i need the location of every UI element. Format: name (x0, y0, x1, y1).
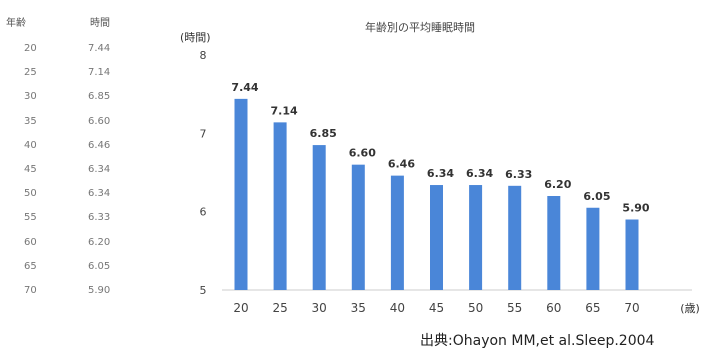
data-label: 5.90 (622, 202, 649, 215)
table-cell-value: 6.85 (88, 91, 111, 103)
table-cell-value: 7.44 (88, 43, 111, 54)
x-tick-label: 35 (351, 301, 366, 315)
bar-45 (430, 185, 443, 290)
x-tick-label: 50 (468, 301, 483, 315)
data-label: 6.34 (466, 167, 493, 180)
table-cell-age: 30 (24, 91, 37, 103)
table-cell-age: 70 (24, 285, 37, 296)
table-cell-value: 5.90 (88, 285, 111, 296)
chart-title: 年齢別の平均睡眠時間 (365, 20, 475, 34)
y-tick-label: 6 (200, 206, 207, 219)
data-label: 6.33 (505, 168, 532, 181)
y-tick-label: 7 (200, 127, 207, 140)
x-tick-label: 20 (233, 301, 248, 315)
bars (234, 98, 639, 290)
bar-65 (586, 207, 600, 290)
y-axis-label: (時間) (180, 31, 211, 44)
x-axis-unit: (歳) (680, 302, 700, 315)
table-cell-value: 6.33 (88, 212, 111, 224)
bar-60 (547, 196, 561, 290)
bar-30 (312, 145, 326, 290)
table-cell-age: 45 (24, 164, 37, 175)
bar-35 (351, 164, 365, 290)
table-cell-value: 7.14 (88, 67, 111, 79)
table-cell-age: 65 (24, 260, 37, 272)
x-ticks: 20 25 30 35 40 45 50 55 60 65 70 (233, 301, 639, 315)
x-tick-label: 70 (624, 301, 639, 315)
y-ticks: 5 6 7 8 (200, 49, 207, 297)
table-header-value: 時間 (90, 18, 110, 29)
data-label: 6.05 (583, 190, 610, 203)
y-tick-label: 8 (200, 49, 207, 62)
table-cell-value: 6.60 (88, 115, 111, 127)
x-tick-label: 25 (272, 301, 287, 315)
table-header-age: 年齢 (6, 18, 26, 29)
x-tick-label: 30 (312, 301, 327, 315)
x-tick-label: 55 (507, 301, 522, 315)
table-cell-age: 60 (24, 236, 37, 248)
age-sleep-table: 年齢 時間 20 7.44 25 7.14 30 6.85 35 6.60 40 6.46 45 6.… (0, 0, 130, 330)
table-cell-value: 6.05 (88, 260, 111, 272)
x-tick-label: 40 (390, 301, 405, 315)
x-tick-label: 45 (429, 301, 444, 315)
data-label: 7.44 (231, 81, 258, 94)
table-cell-age: 55 (24, 212, 37, 224)
data-label: 6.20 (544, 178, 571, 191)
data-label: 7.14 (271, 104, 298, 117)
data-label: 6.34 (427, 167, 454, 180)
table-cell-age: 35 (24, 115, 37, 127)
y-tick-label: 5 (200, 284, 207, 297)
bar-55 (508, 185, 522, 290)
data-labels: 7.44 7.14 6.85 6.60 6.46 6.34 6.34 6.33 6.20 6.05… (231, 81, 649, 215)
data-label: 6.46 (388, 158, 415, 171)
x-tick-label: 65 (585, 301, 600, 315)
bar-20 (234, 98, 248, 290)
bar-70 (625, 219, 639, 290)
bar-40 (390, 175, 404, 290)
table-cell-value: 6.46 (88, 139, 111, 151)
bar-50 (469, 185, 483, 290)
source-note: 出典:Ohayon MM,et al.Sleep.2004 (420, 333, 655, 349)
table-cell-age: 50 (24, 188, 37, 200)
table-cell-age: 40 (24, 139, 37, 151)
table-cell-age: 25 (24, 67, 37, 79)
data-label: 6.85 (310, 127, 337, 140)
table-cell-value: 6.34 (88, 188, 111, 200)
table-cell-age: 20 (24, 43, 37, 54)
table-cell-value: 6.20 (88, 236, 111, 248)
bar-25 (273, 122, 287, 290)
data-label: 6.60 (349, 147, 376, 160)
table-cell-value: 6.34 (88, 164, 111, 175)
x-tick-label: 60 (546, 301, 561, 315)
